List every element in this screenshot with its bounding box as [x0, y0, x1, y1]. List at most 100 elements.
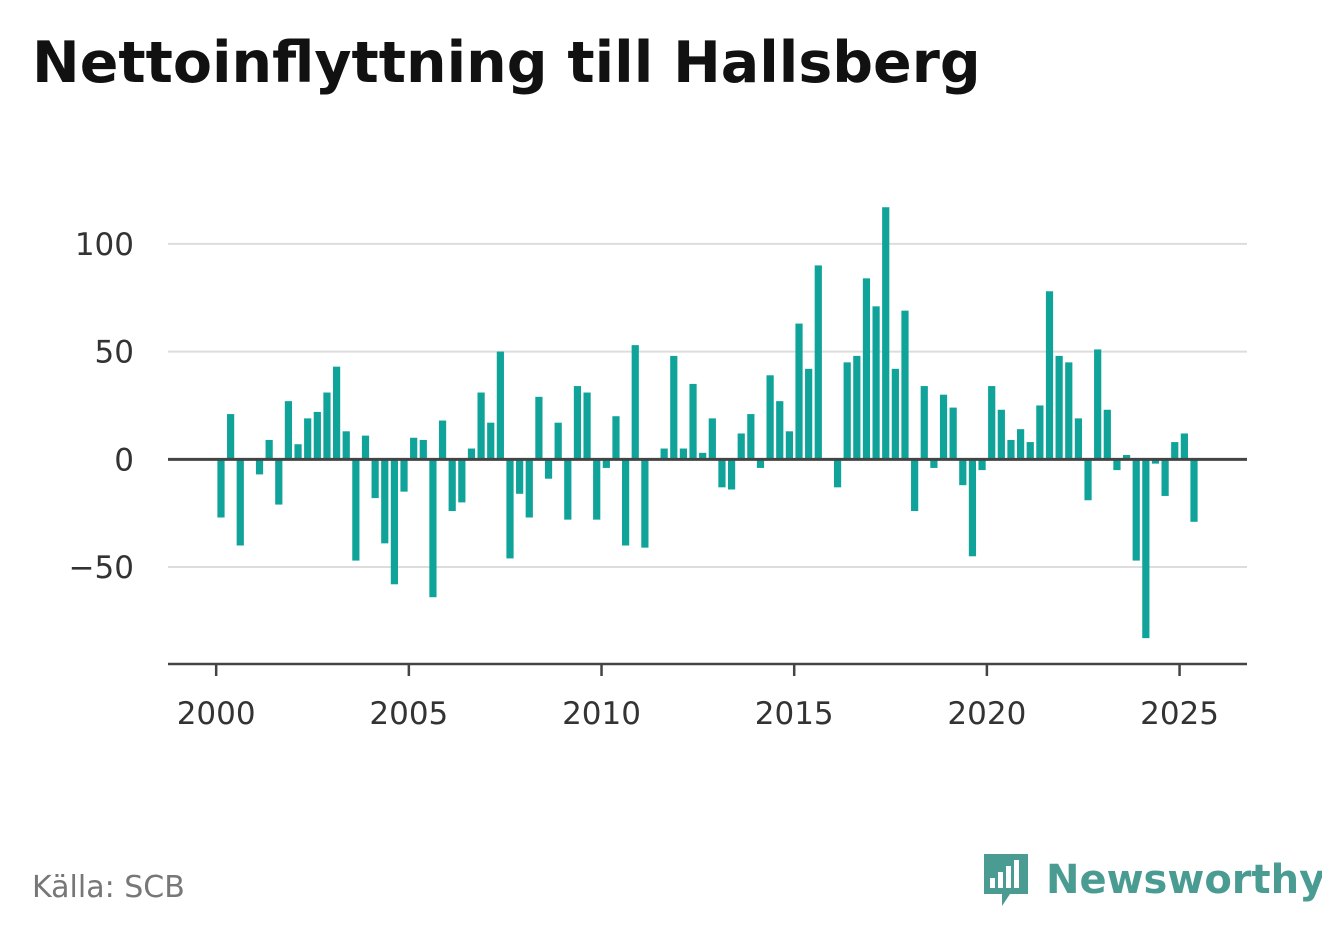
x-tick-label: 2025 — [1140, 696, 1219, 732]
bar — [622, 459, 630, 546]
bar — [419, 439, 427, 460]
bar — [1161, 459, 1169, 496]
bar — [1007, 439, 1015, 460]
bars — [217, 207, 1198, 639]
bar — [727, 459, 736, 490]
bar — [583, 392, 591, 460]
bar — [458, 459, 466, 503]
bar — [756, 459, 765, 468]
chart-title: Nettoinflyttning till Hallsberg — [32, 30, 981, 96]
bar — [1017, 429, 1025, 460]
bar — [284, 401, 293, 460]
bar — [593, 459, 601, 520]
bar — [776, 401, 784, 460]
y-tick-label: −50 — [69, 550, 134, 586]
bar — [737, 433, 745, 460]
bar — [390, 459, 398, 585]
bar — [487, 422, 495, 460]
x-tick-label: 2005 — [369, 696, 448, 732]
bar — [1094, 349, 1102, 460]
bar — [506, 459, 514, 559]
bar — [294, 444, 302, 460]
bar — [371, 459, 379, 499]
axes — [168, 457, 1247, 676]
bar — [1180, 433, 1188, 460]
bar — [901, 310, 909, 460]
bar — [332, 366, 341, 460]
x-tick-label: 2000 — [177, 696, 256, 732]
bar — [978, 459, 986, 471]
gridlines — [168, 242, 1247, 569]
bar — [1122, 455, 1131, 460]
bar — [1084, 459, 1092, 501]
bar — [448, 459, 456, 512]
bar — [805, 368, 813, 460]
bar — [564, 459, 572, 520]
bar — [997, 409, 1005, 460]
bar — [631, 345, 639, 460]
bar — [467, 448, 476, 460]
bar — [1045, 291, 1054, 460]
bar — [544, 459, 553, 479]
x-tick-labels: 2000 2005 2010 2015 2020 2025 — [177, 696, 1219, 732]
brand-name: Newsworthy — [1046, 857, 1322, 903]
bar — [227, 414, 235, 460]
source-note: Källa: SCB — [32, 870, 185, 905]
bar — [313, 411, 321, 460]
x-tick-label: 2020 — [947, 696, 1026, 732]
bar — [265, 439, 273, 460]
bar — [438, 420, 447, 460]
bar — [891, 368, 899, 460]
bar — [429, 459, 437, 598]
x-tick-label: 2015 — [755, 696, 834, 732]
bar — [1026, 442, 1034, 460]
bar — [699, 452, 707, 460]
bar — [679, 448, 688, 460]
x-tick-label: 2010 — [562, 696, 641, 732]
bar — [920, 386, 928, 460]
bar — [1132, 459, 1140, 561]
bar — [968, 459, 977, 557]
newsworthy-logo-icon — [984, 854, 1028, 906]
bar — [612, 416, 620, 460]
bar — [833, 459, 842, 488]
bar — [814, 265, 822, 460]
bar — [766, 375, 774, 460]
bar — [342, 431, 350, 460]
bar — [843, 362, 851, 460]
y-tick-label: 100 — [75, 227, 134, 263]
bar — [236, 459, 244, 546]
bar — [496, 351, 504, 460]
bar — [872, 306, 880, 460]
brand-logo: Newsworthy — [980, 850, 1322, 910]
bar — [400, 459, 408, 492]
bar — [670, 355, 678, 460]
bar — [304, 418, 312, 460]
bar — [1065, 362, 1073, 460]
bar — [535, 396, 543, 460]
bar — [381, 459, 389, 544]
bar — [352, 459, 360, 561]
bar-chart: −50 0 50 100 2000 2005 2010 2015 2020 2025 — [69, 207, 1247, 732]
bar — [275, 459, 283, 505]
bar — [795, 323, 803, 460]
bar — [882, 207, 890, 460]
bar — [660, 448, 668, 460]
bar — [554, 422, 562, 460]
bar — [323, 392, 331, 460]
bar — [785, 431, 793, 460]
bar — [988, 386, 996, 460]
y-tick-label: 0 — [114, 442, 134, 478]
bar — [602, 459, 610, 468]
bar — [939, 394, 948, 460]
bar — [641, 459, 649, 548]
bar — [573, 386, 582, 460]
bar — [862, 278, 871, 460]
bar — [959, 459, 967, 486]
bar — [1142, 459, 1150, 639]
bar — [747, 414, 755, 460]
bar — [1074, 418, 1083, 460]
bar — [1190, 459, 1198, 522]
bar — [217, 459, 225, 518]
bar — [911, 459, 919, 512]
